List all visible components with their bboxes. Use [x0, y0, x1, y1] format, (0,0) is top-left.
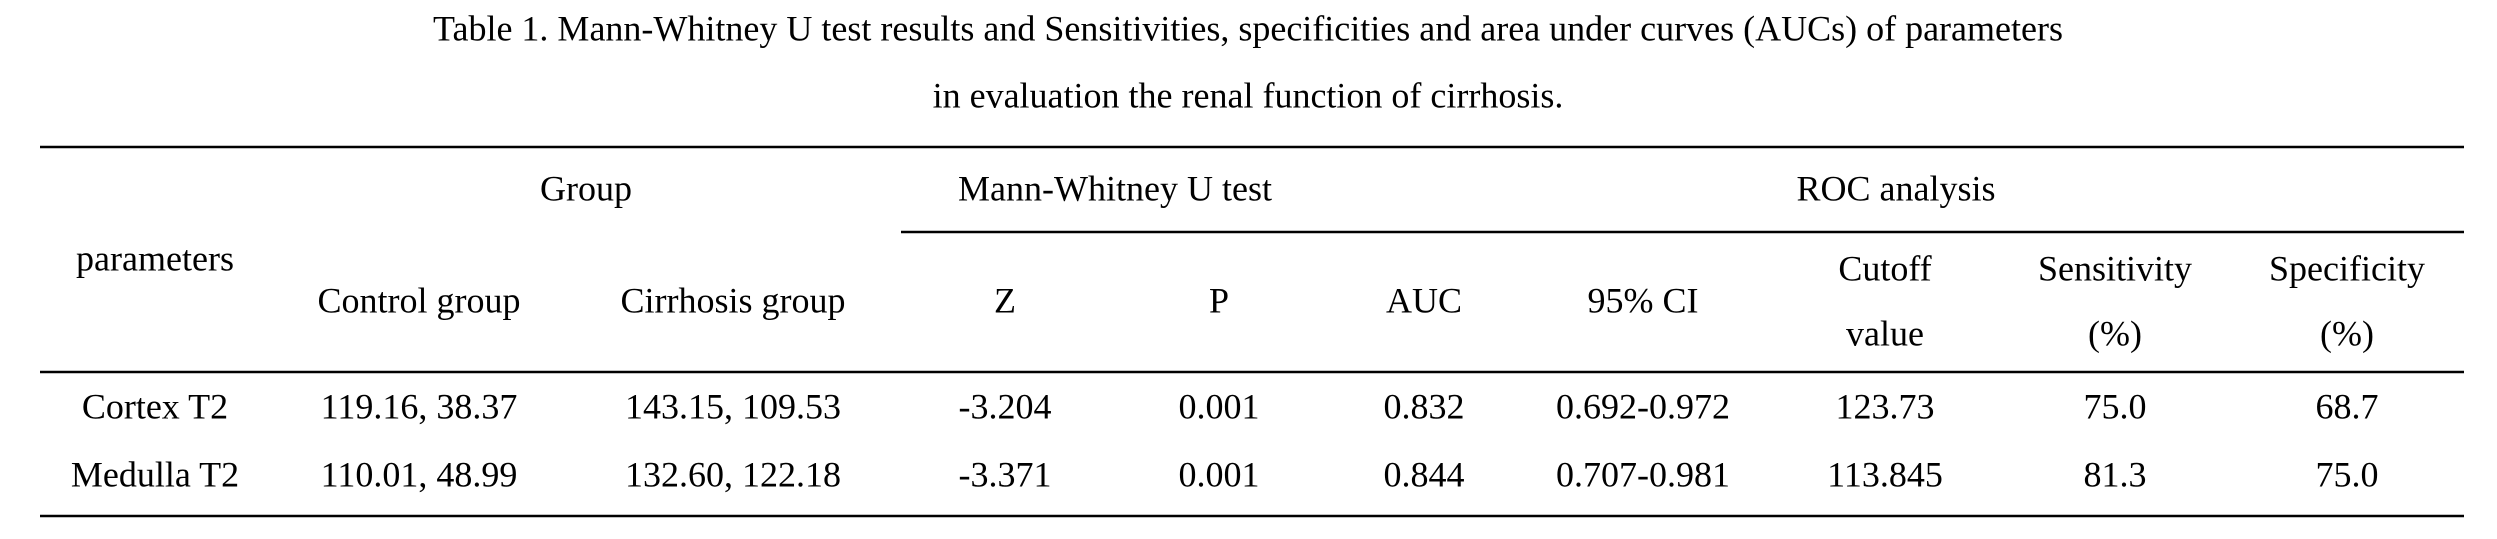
header-cell: Group [540, 168, 632, 208]
header-cell: ROC analysis [1796, 168, 1995, 208]
column-header: Cirrhosis group [621, 280, 846, 320]
table-cell: 75.0 [2084, 386, 2147, 426]
column-header: Cutoff [1838, 248, 1931, 288]
table-cell: 143.15, 109.53 [625, 386, 841, 426]
table-cell: 0.844 [1384, 454, 1465, 494]
table-cell: 0.707-0.981 [1556, 454, 1730, 494]
header-cell: Mann-Whitney U test [958, 168, 1272, 208]
table-cell: 0.832 [1384, 386, 1465, 426]
column-header: Specificity [2269, 248, 2425, 288]
row-label: Cortex T2 [82, 386, 228, 426]
column-header: AUC [1386, 280, 1462, 320]
caption-line: in evaluation the renal function of cirr… [933, 75, 1564, 115]
table-cell: -3.371 [959, 454, 1052, 494]
table-cell: 123.73 [1836, 386, 1935, 426]
table-cell: 68.7 [2316, 386, 2379, 426]
column-header: Control group [318, 280, 521, 320]
table-cell: 113.845 [1827, 454, 1943, 494]
table-cell: 132.60, 122.18 [625, 454, 841, 494]
column-header: Sensitivity [2038, 248, 2192, 288]
table-cell: -3.204 [959, 386, 1052, 426]
table-cell: 75.0 [2316, 454, 2379, 494]
table-cell: 0.692-0.972 [1556, 386, 1730, 426]
column-header: (%) [2088, 313, 2142, 353]
table-cell: 119.16, 38.37 [321, 386, 518, 426]
caption-line: Table 1. Mann-Whitney U test results and… [433, 8, 2063, 48]
column-header: Z [994, 280, 1016, 320]
column-header: value [1846, 313, 1924, 353]
column-header: 95% CI [1588, 280, 1699, 320]
table-cell: 0.001 [1179, 454, 1260, 494]
table-cell: 110.01, 48.99 [321, 454, 518, 494]
column-header: P [1209, 280, 1229, 320]
header-cell: parameters [76, 238, 234, 278]
column-header: (%) [2320, 313, 2374, 353]
table-cell: 0.001 [1179, 386, 1260, 426]
row-label: Medulla T2 [71, 454, 239, 494]
table-cell: 81.3 [2084, 454, 2147, 494]
